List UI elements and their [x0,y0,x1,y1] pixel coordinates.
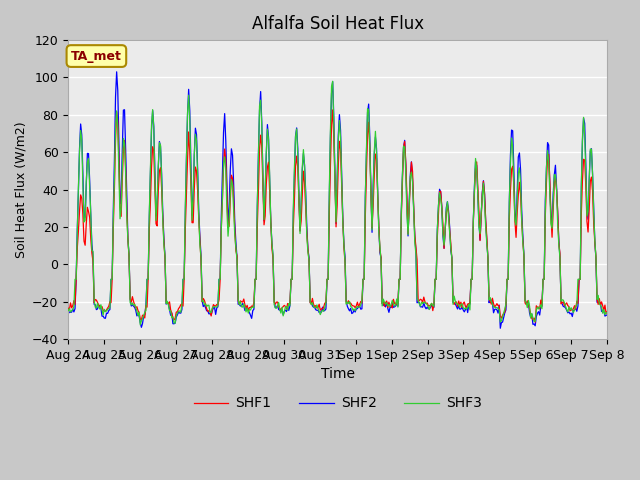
SHF3 [136,322,144,328]
SHF2 [367,188,375,193]
Line: SHF1: SHF1 [68,110,607,322]
SHF3 [293,126,301,132]
SHF2 [233,255,241,261]
SHF2 [497,325,504,331]
SHF2 [293,125,301,131]
SHF3 [463,306,470,312]
SHF1 [65,305,72,311]
Line: SHF2: SHF2 [68,72,607,328]
Text: TA_met: TA_met [71,49,122,62]
SHF1 [556,250,564,256]
SHF3 [233,257,241,263]
SHF1 [232,248,240,254]
SHF3 [368,227,376,233]
SHF3 [556,255,564,261]
SHF2 [461,307,469,312]
SHF1 [461,303,469,309]
SHF2 [65,311,72,316]
SHF2 [113,69,120,75]
SHF1 [393,302,401,308]
SHF3 [65,308,72,313]
SHF1 [329,107,337,113]
SHF1 [292,163,300,169]
SHF2 [556,254,564,260]
SHF1 [604,309,611,314]
Legend: SHF1, SHF2, SHF3: SHF1, SHF2, SHF3 [188,391,488,416]
SHF2 [393,301,401,307]
SHF3 [329,78,337,84]
SHF2 [604,312,611,318]
SHF3 [604,310,611,316]
SHF3 [394,304,402,310]
SHF1 [367,188,375,194]
Title: Alfalfa Soil Heat Flux: Alfalfa Soil Heat Flux [252,15,424,33]
SHF1 [531,319,539,325]
X-axis label: Time: Time [321,367,355,382]
Line: SHF3: SHF3 [68,81,607,325]
Y-axis label: Soil Heat Flux (W/m2): Soil Heat Flux (W/m2) [15,121,28,258]
